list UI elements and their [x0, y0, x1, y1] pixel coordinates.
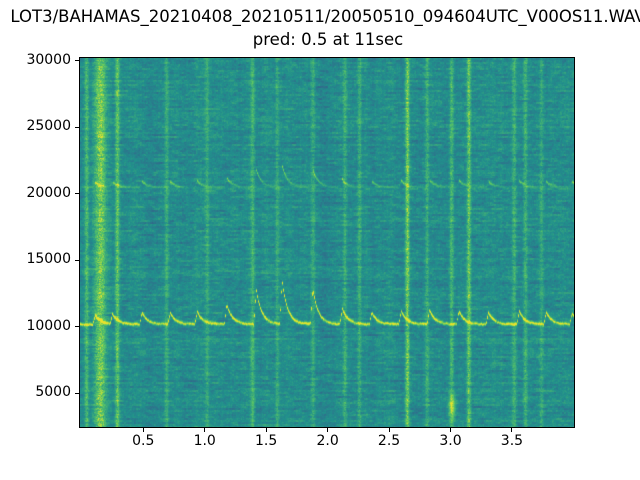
y-tick-mark	[75, 60, 79, 62]
y-tick-label: 20000	[26, 184, 71, 201]
plot-subtitle: pred: 0.5 at 11sec	[252, 30, 404, 49]
x-tick-mark	[450, 428, 451, 432]
x-tick-mark	[204, 428, 206, 432]
x-tick-label: 1.5	[255, 433, 278, 449]
x-tick-label: 3.5	[500, 433, 524, 449]
x-tick-label: 3.0	[439, 433, 462, 449]
y-tick-mark	[75, 193, 79, 195]
y-tick-label: 30000	[26, 51, 71, 68]
plot-area	[79, 57, 575, 428]
spectrogram-image	[80, 58, 574, 427]
y-tick-mark	[75, 392, 79, 394]
x-tick-mark	[511, 428, 513, 432]
y-tick-label: 10000	[26, 317, 71, 334]
x-tick-mark	[265, 428, 267, 432]
y-tick-mark	[75, 259, 79, 261]
y-tick-label: 15000	[26, 251, 71, 268]
x-tick-label: 0.5	[132, 433, 155, 449]
x-tick-mark	[327, 428, 329, 432]
y-tick-label: 5000	[35, 384, 71, 401]
x-tick-label: 2.0	[316, 433, 339, 449]
x-tick-label: 1.0	[193, 433, 216, 449]
y-tick-mark	[75, 326, 79, 328]
y-tick-label: 25000	[26, 118, 71, 135]
x-tick-mark	[142, 428, 144, 432]
plot-title: LOT3/BAHAMAS_20210408_20210511/20050510_…	[10, 7, 640, 26]
y-tick-mark	[75, 126, 79, 128]
x-tick-label: 2.5	[377, 433, 401, 449]
x-tick-mark	[388, 428, 390, 432]
